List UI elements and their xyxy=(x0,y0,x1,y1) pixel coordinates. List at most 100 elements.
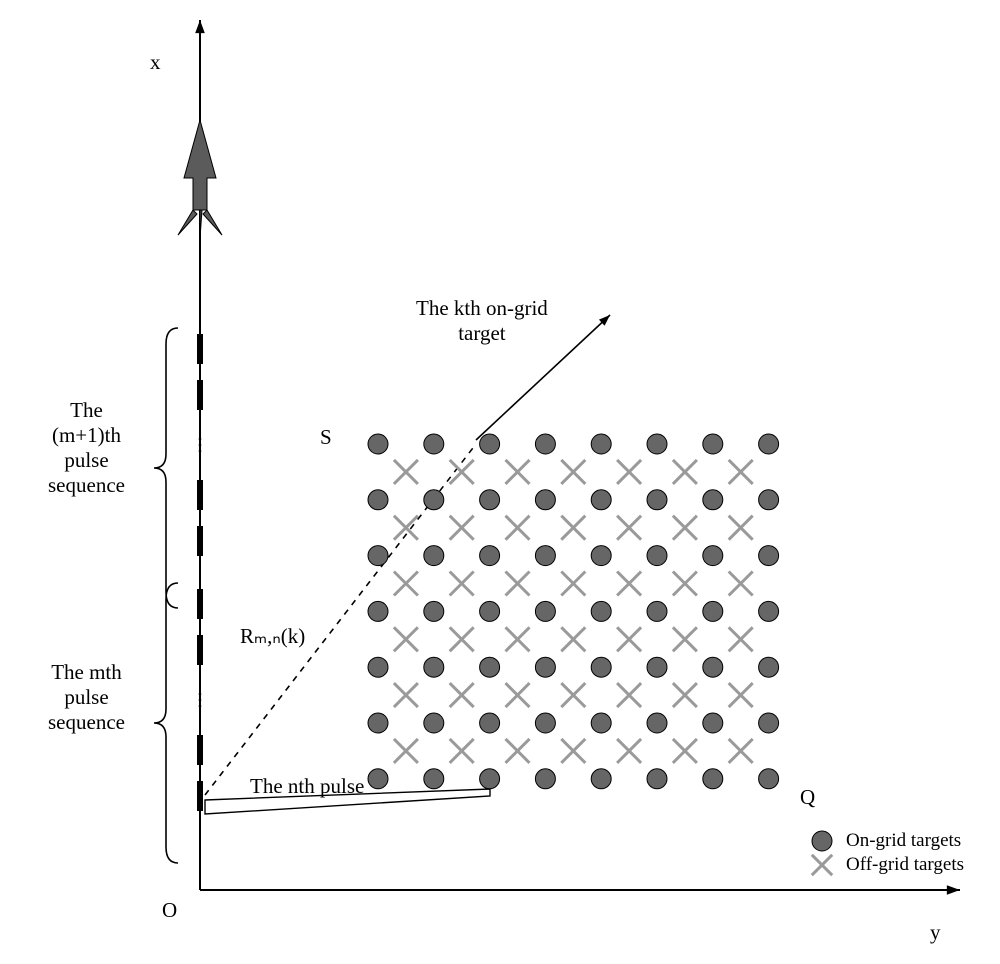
off-grid-target xyxy=(673,627,697,651)
off-grid-target xyxy=(506,627,530,651)
on-grid-target xyxy=(759,713,779,733)
on-grid-target xyxy=(480,601,500,621)
scene-q-label: Q xyxy=(800,785,815,810)
off-grid-target xyxy=(506,460,530,484)
on-grid-target xyxy=(759,601,779,621)
off-grid-target xyxy=(561,739,585,763)
on-grid-target xyxy=(647,434,667,454)
on-grid-target xyxy=(591,546,611,566)
brace-label-m: The mth pulse sequence xyxy=(48,660,125,735)
off-grid-target xyxy=(394,460,418,484)
off-grid-target xyxy=(450,683,474,707)
on-grid-target xyxy=(759,490,779,510)
on-grid-target xyxy=(368,546,388,566)
on-grid-target xyxy=(368,769,388,789)
off-grid-target xyxy=(673,460,697,484)
off-grid-target xyxy=(617,516,641,540)
scene-s-label: S xyxy=(320,425,332,450)
legend-label-on: On-grid targets xyxy=(846,830,961,852)
off-grid-target xyxy=(729,739,753,763)
off-grid-target xyxy=(394,683,418,707)
off-grid-target xyxy=(561,683,585,707)
on-grid-target xyxy=(535,601,555,621)
on-grid-target xyxy=(368,657,388,677)
on-grid-target xyxy=(591,601,611,621)
off-grid-target xyxy=(394,739,418,763)
off-grid-target xyxy=(450,516,474,540)
on-grid-target xyxy=(591,657,611,677)
off-grid-target xyxy=(450,739,474,763)
on-grid-target xyxy=(535,769,555,789)
on-grid-target xyxy=(703,769,723,789)
on-grid-target xyxy=(368,601,388,621)
on-grid-target xyxy=(647,657,667,677)
on-grid-target xyxy=(591,490,611,510)
brace-label-m1: The (m+1)th pulse sequence xyxy=(48,398,125,498)
on-grid-target xyxy=(424,713,444,733)
on-grid-target xyxy=(480,546,500,566)
on-grid-target xyxy=(703,601,723,621)
off-grid-target xyxy=(729,516,753,540)
on-grid-target xyxy=(759,769,779,789)
on-grid-target xyxy=(535,546,555,566)
on-grid-target xyxy=(424,657,444,677)
off-grid-target xyxy=(617,572,641,596)
off-grid-target xyxy=(506,516,530,540)
on-grid-target xyxy=(647,769,667,789)
on-grid-target xyxy=(480,434,500,454)
legend-marker-on xyxy=(812,831,832,851)
off-grid-target xyxy=(394,572,418,596)
y-axis-label: y xyxy=(930,920,941,945)
on-grid-target xyxy=(647,713,667,733)
off-grid-target xyxy=(506,739,530,763)
range-label: Rₘ,ₙ(k) xyxy=(240,624,305,649)
off-grid-target xyxy=(673,683,697,707)
on-grid-target xyxy=(703,546,723,566)
off-grid-target xyxy=(450,460,474,484)
off-grid-target xyxy=(561,460,585,484)
on-grid-target xyxy=(591,769,611,789)
off-grid-target xyxy=(617,739,641,763)
off-grid-target xyxy=(729,627,753,651)
off-grid-target xyxy=(506,683,530,707)
off-grid-target xyxy=(617,683,641,707)
on-grid-target xyxy=(759,434,779,454)
on-grid-target xyxy=(759,657,779,677)
on-grid-target xyxy=(368,713,388,733)
on-grid-target xyxy=(759,546,779,566)
off-grid-target xyxy=(673,739,697,763)
on-grid-target xyxy=(703,713,723,733)
on-grid-target xyxy=(703,657,723,677)
on-grid-target xyxy=(368,490,388,510)
legend-label-off: Off-grid targets xyxy=(846,854,964,876)
on-grid-target xyxy=(647,546,667,566)
on-grid-target xyxy=(480,657,500,677)
off-grid-target xyxy=(394,627,418,651)
on-grid-target xyxy=(480,769,500,789)
legend-marker-off xyxy=(812,855,832,875)
on-grid-target xyxy=(368,434,388,454)
off-grid-target xyxy=(729,683,753,707)
on-grid-target xyxy=(703,434,723,454)
on-grid-target xyxy=(424,769,444,789)
off-grid-target xyxy=(729,572,753,596)
off-grid-target xyxy=(673,516,697,540)
off-grid-target xyxy=(561,627,585,651)
off-grid-target xyxy=(561,572,585,596)
off-grid-target xyxy=(506,572,530,596)
off-grid-target xyxy=(450,572,474,596)
on-grid-target xyxy=(480,713,500,733)
on-grid-target xyxy=(647,490,667,510)
kth-target-label: The kth on-grid target xyxy=(416,296,548,346)
x-axis-label: x xyxy=(150,50,161,75)
on-grid-target xyxy=(591,434,611,454)
on-grid-target xyxy=(535,434,555,454)
origin-label: O xyxy=(162,898,177,923)
on-grid-target xyxy=(424,546,444,566)
on-grid-target xyxy=(480,490,500,510)
on-grid-target xyxy=(424,490,444,510)
off-grid-target xyxy=(617,627,641,651)
on-grid-target xyxy=(647,601,667,621)
nth-pulse-label: The nth pulse xyxy=(250,774,364,799)
off-grid-target xyxy=(617,460,641,484)
